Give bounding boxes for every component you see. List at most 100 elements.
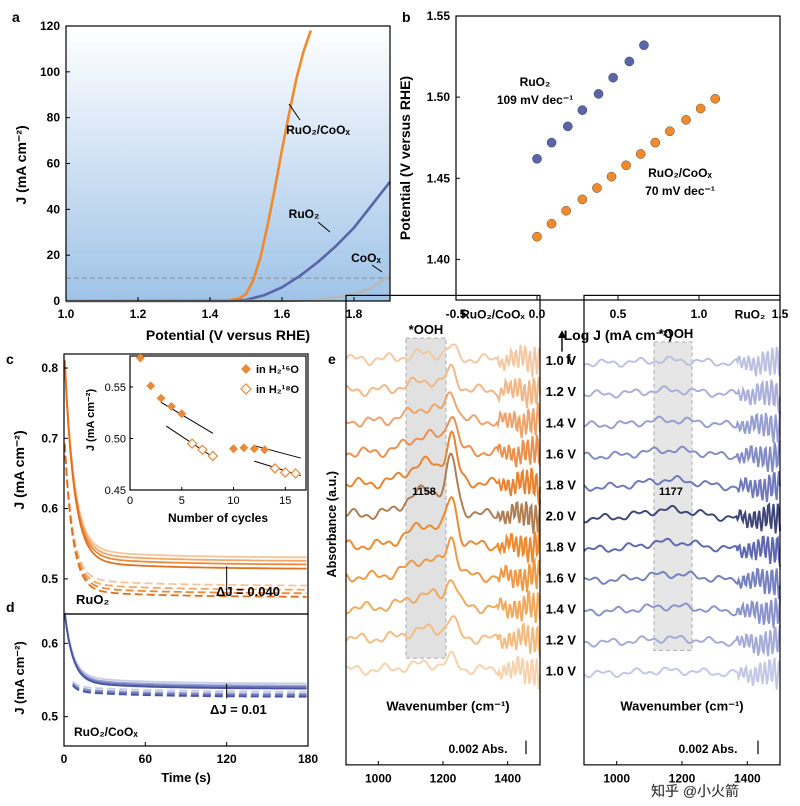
band-label: *OOH: [409, 322, 444, 337]
panel-c: 0.5 0.6 0.7 0.8 ΔJ = 0.040 RuO₂ J (mA cm⁻²) 0 5 1…: [11, 353, 309, 615]
x-tick-label: 1.0: [691, 307, 708, 321]
panel-label-d: d: [6, 599, 15, 615]
data-point-1-11: [695, 103, 706, 114]
inset-y-tick-label: 0.50: [105, 433, 126, 445]
annotation-arrow: [288, 103, 301, 121]
inset-fit-line: [254, 445, 301, 459]
x-tick-label: 1.4: [202, 307, 219, 321]
solid-curve-1: [63, 359, 307, 562]
potential-label-0: 1.0 V: [546, 353, 577, 368]
legend-label-open: in H₂¹⁸O: [256, 384, 300, 396]
solid-curve-3: [63, 360, 307, 570]
panel-label-a: a: [12, 9, 20, 25]
dashed-curve-2: [63, 443, 307, 595]
data-point-1-3: [577, 194, 588, 205]
direction-arrowhead: [558, 330, 566, 339]
spectrum-3: [345, 415, 541, 468]
x-tick-label: 1.2: [130, 307, 147, 321]
spectrum-8: [583, 596, 781, 628]
inset-open-point-3: [269, 463, 281, 474]
dashed-curve-2: [72, 683, 307, 697]
inset-open-point-0: [186, 438, 198, 449]
y-tick-label: 0: [53, 294, 60, 308]
potential-label-10: 1.0 V: [546, 664, 577, 679]
slope-label-ruo2: 109 mV dec⁻¹: [497, 93, 573, 107]
curve-group-label: RuO₂/CoOₓ: [74, 725, 138, 739]
x-tick-label: 180: [298, 752, 318, 766]
potential-label-6: 1.8 V: [546, 540, 577, 555]
y-tick-label: 0.5: [41, 572, 58, 586]
inset-x-tick-label: 5: [179, 495, 185, 507]
inset-filled-point-7: [249, 444, 259, 454]
data-point-0-0: [532, 154, 542, 164]
data-point-1-2: [561, 205, 571, 216]
solid-curve-0: [63, 359, 307, 559]
y-tick-label: 1.55: [427, 9, 451, 23]
watermark: 知乎 @小火箭: [651, 783, 739, 799]
dashed-curve-3: [72, 684, 307, 698]
panel-label-f: f: [566, 351, 571, 367]
data-point-1-1: [546, 218, 557, 229]
annotation-ruo2: RuO₂: [289, 207, 320, 221]
inset-filled-point-8: [260, 445, 270, 455]
inset-open-point-5: [290, 468, 301, 479]
panel-label-c: c: [6, 351, 14, 367]
panel-title: RuO₂: [735, 308, 766, 322]
data-point-0-3: [577, 105, 588, 115]
inset-x-tick-label: 15: [279, 495, 291, 507]
peak-label: 1158: [412, 486, 436, 498]
data-point-1-6: [621, 160, 631, 171]
spectrum-3: [583, 440, 781, 473]
annotation-coox: CoOₓ: [351, 251, 381, 265]
y-tick-label: 1.40: [427, 252, 451, 266]
legend-marker-filled: [241, 364, 251, 374]
inset-filled-point-1: [146, 381, 156, 391]
potential-label-9: 1.2 V: [546, 633, 577, 648]
data-point-1-8: [650, 137, 661, 148]
data-point-1-4: [592, 183, 602, 193]
scale-label: 0.002 Abs.: [679, 742, 738, 756]
spectrum-6: [345, 495, 541, 563]
dashed-curve-1: [63, 443, 307, 591]
spectrum-7: [345, 536, 541, 593]
series-line-0: [65, 30, 313, 303]
panel-title: RuO₂/CoOₓ: [461, 308, 525, 322]
x-axis-label: Wavenumber (cm⁻¹): [620, 699, 743, 714]
ooh-band: [405, 337, 447, 659]
y-axis-label: J (mA cm⁻²): [12, 641, 27, 715]
y-tick-label: 100: [40, 65, 60, 79]
y-tick-label: 0.6: [41, 636, 58, 650]
potential-label-1: 1.2 V: [546, 384, 577, 399]
panel-a: 1.0 1.2 1.4 1.6 1.8 0 20 40 60 80 100 120 Potential …: [13, 19, 392, 343]
y-tick-label: 1.45: [427, 171, 451, 185]
dashed-curve-0: [72, 680, 307, 693]
inset-y-tick-label: 0.55: [105, 382, 126, 394]
data-point-0-6: [624, 56, 635, 67]
curve-group-label: RuO₂: [76, 592, 109, 607]
inset-open-point-2: [207, 450, 219, 462]
y-tick-label: 40: [47, 202, 61, 216]
inset-y-axis-label: J (mA cm⁻²): [85, 389, 97, 452]
y-axis-label: J (mA cm⁻²): [11, 430, 27, 509]
data-point-1-10: [681, 115, 691, 125]
series-label-ruo2: RuO₂: [520, 75, 551, 89]
y-axis-label: Potential (V versus RHE): [397, 76, 413, 240]
dashed-curve-1: [72, 682, 307, 695]
inset-frame: [129, 355, 307, 491]
spectrum-5: [583, 502, 781, 534]
spectrum-0: [345, 343, 541, 378]
spectrum-2: [345, 391, 541, 439]
inset-filled-point-6: [239, 443, 249, 453]
y-tick-label: 120: [40, 19, 60, 33]
data-point-1-7: [635, 149, 646, 159]
y-tick-label: 20: [47, 248, 61, 262]
x-axis-label: Log J (mA cm⁻²): [564, 327, 673, 343]
solid-curve-0: [63, 612, 307, 685]
panel-d: 0 60 120 180 0.5 0.6 ΔJ = 0.01 RuO₂/CoOₓ Time (s…: [12, 612, 318, 785]
x-tick-label: 1200: [430, 771, 457, 785]
x-axis-label: Potential (V versus RHE): [146, 327, 310, 343]
spectrum-5: [345, 452, 541, 535]
solid-curve-2: [63, 360, 307, 566]
